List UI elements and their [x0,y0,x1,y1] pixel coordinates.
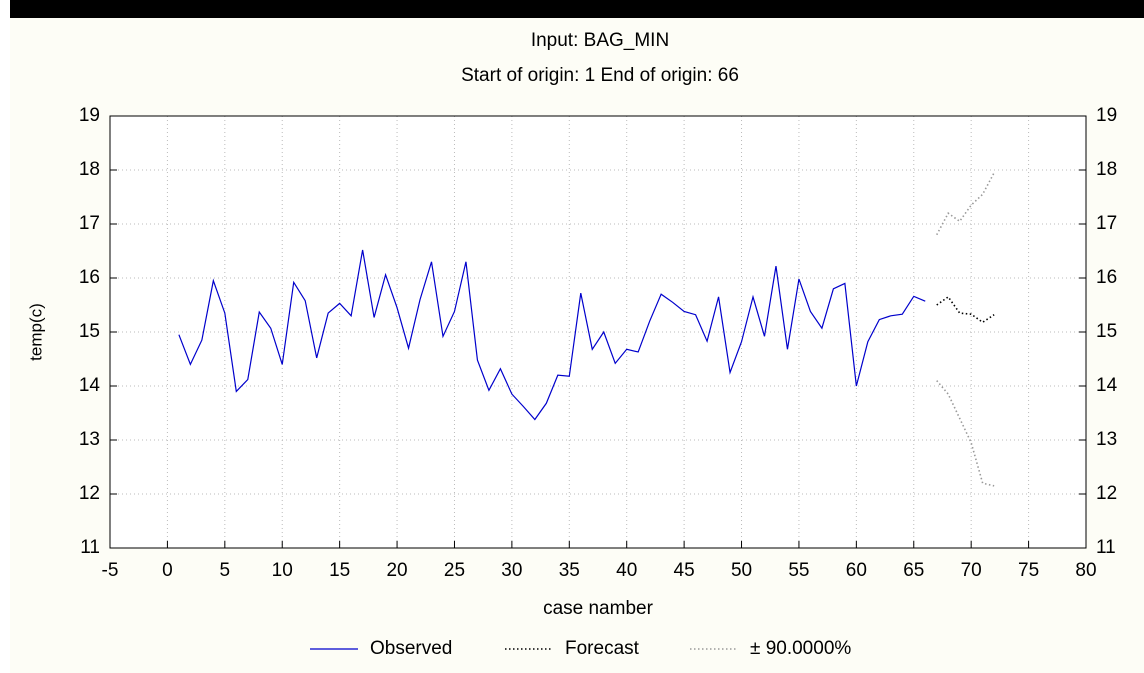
chart-subtitle: Start of origin: 1 End of origin: 66 [461,65,739,86]
x-tick-label: 70 [961,560,982,581]
legend-label: Forecast [565,638,640,659]
x-tick-label: -5 [102,560,119,581]
x-tick-label: 0 [162,560,173,581]
x-tick-label: 40 [616,560,637,581]
x-tick-label: 20 [386,560,407,581]
y2-tick-label: 15 [1096,321,1117,342]
y2-tick-label: 17 [1096,213,1117,234]
x-tick-label: 30 [501,560,522,581]
y-tick-label: 11 [80,537,100,558]
y-tick-label: 15 [79,321,100,342]
y-tick-label: 17 [79,213,100,234]
y2-tick-label: 19 [1096,105,1117,126]
x-tick-label: 50 [731,560,752,581]
y2-tick-label: 12 [1096,483,1117,504]
x-tick-label: 75 [1018,560,1039,581]
upper-bound-line [936,172,995,236]
x-tick-label: 45 [674,560,695,581]
y2-tick-label: 14 [1096,375,1118,396]
y2-tick-label: 11 [1096,537,1116,558]
y-axis-label: temp(c) [26,303,45,361]
y2-tick-label: 16 [1096,267,1117,288]
left-margin [0,0,10,673]
x-tick-label: 25 [444,560,465,581]
chart-title: Input: BAG_MIN [531,30,669,51]
top-bar [0,0,1144,18]
x-tick-label: 15 [329,560,350,581]
x-tick-label: 55 [788,560,809,581]
y-tick-label: 14 [79,375,101,396]
plot-frame [109,115,1087,549]
x-tick-label: 65 [903,560,924,581]
y-tick-label: 12 [79,483,100,504]
x-tick-label: 10 [272,560,293,581]
y-tick-label: 18 [79,159,100,180]
y-tick-label: 19 [79,105,100,126]
x-tick-label: 5 [220,560,231,581]
x-axis-label: case namber [543,598,654,619]
y-tick-label: 16 [79,267,100,288]
legend-label: Observed [370,638,452,659]
x-tick-label: 80 [1075,560,1096,581]
y2-tick-label: 18 [1096,159,1117,180]
series-line [178,249,926,421]
y2-tick-label: 13 [1096,429,1117,450]
x-tick-label: 35 [559,560,580,581]
legend-label: ± 90.0000% [750,638,851,659]
x-tick-label: 60 [846,560,867,581]
y-tick-label: 13 [79,429,100,450]
